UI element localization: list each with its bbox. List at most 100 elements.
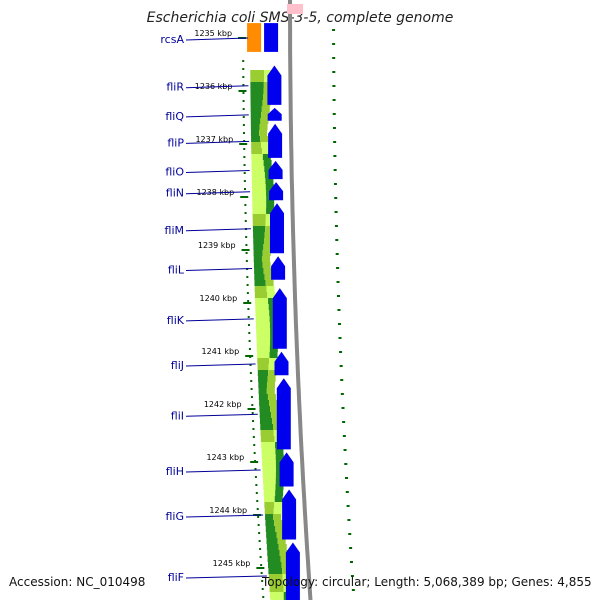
gene-leader-line [185, 514, 264, 518]
gc-segment [272, 418, 281, 424]
inner-dot [244, 220, 247, 222]
gc-segment [253, 262, 263, 268]
gc-segment [269, 580, 284, 586]
inner-dot [256, 508, 259, 510]
gc-segment [250, 112, 262, 118]
gc-segment [259, 412, 272, 418]
gc-segment [259, 418, 273, 424]
inner-dot [256, 500, 259, 502]
inner-dot [244, 188, 247, 190]
gene-label-fliJ: fliJ [171, 359, 184, 372]
inner-dot [260, 564, 263, 566]
gc-segment [251, 136, 261, 142]
feature-marker [287, 4, 303, 14]
gene-rcsA-box [247, 23, 262, 52]
gc-segment [259, 130, 268, 136]
gc-segment [278, 544, 287, 550]
gc-segment [266, 208, 275, 214]
gc-segment [255, 304, 269, 310]
gc-segment [268, 370, 277, 376]
gc-segment [250, 130, 260, 136]
gc-segment [275, 484, 284, 490]
gc-segment [251, 172, 265, 178]
gc-segment [264, 232, 273, 238]
inner-dot [242, 84, 245, 86]
gc-segment [261, 256, 270, 262]
gene-leader-line [185, 191, 251, 195]
inner-dot [255, 484, 258, 486]
gc-segment [277, 538, 286, 544]
gc-segment [261, 106, 270, 112]
inner-dot [242, 60, 245, 62]
inner-dot [246, 292, 249, 294]
gene-label-fliN: fliN [166, 187, 184, 200]
gene-leader-line [185, 413, 258, 417]
gc-segment [276, 532, 285, 538]
gc-segment [265, 520, 275, 526]
tick-label: 1239 kbp [198, 241, 236, 250]
inner-dot [242, 116, 245, 118]
inner-dot [254, 476, 257, 478]
backbone-track [287, 0, 313, 600]
gc-segment [252, 226, 266, 232]
gc-segment [281, 562, 290, 568]
gc-segment [269, 358, 278, 364]
gc-segment [269, 352, 278, 358]
gene-leader-line [185, 228, 251, 232]
gc-segment [261, 448, 276, 454]
gc-segment [251, 142, 262, 148]
gc-segment [273, 514, 282, 520]
inner-dot [257, 516, 260, 518]
tick-label: 1235 kbp [194, 29, 232, 38]
gc-segment [260, 436, 275, 442]
gc-segment [263, 244, 272, 250]
gene-fliH-arrow [279, 452, 294, 487]
inner-dot [262, 596, 265, 598]
inner-dot [255, 492, 258, 494]
tick-label: 1242 kbp [204, 400, 242, 409]
map-title: Escherichia coli SMS-3-5, complete genom… [146, 10, 454, 26]
gc-segment [268, 298, 277, 304]
tick-label: 1240 kbp [200, 294, 238, 303]
gc-segment [270, 406, 279, 412]
gc-segment [251, 154, 263, 160]
inner-dot [250, 396, 253, 398]
gene-fliF-arrow [285, 542, 300, 600]
gc-segment [251, 148, 262, 154]
gc-segment [262, 460, 276, 466]
inner-dot [243, 172, 246, 174]
gc-segment [251, 184, 266, 190]
gc-segment [268, 574, 283, 580]
gc-segment [269, 346, 278, 352]
inner-dot [244, 212, 247, 214]
tick-label: 1245 kbp [213, 559, 251, 568]
inner-dot [242, 124, 245, 126]
gc-segment [252, 208, 267, 214]
gc-segment [257, 352, 270, 358]
gc-segment [275, 490, 284, 496]
gc-segment [258, 394, 268, 400]
gc-segment [257, 358, 270, 364]
gc-segment [256, 328, 271, 334]
gc-segment [262, 154, 271, 160]
gc-segment [264, 508, 274, 514]
inner-dot [247, 324, 250, 326]
gc-segment [279, 550, 288, 556]
gene-label-fliL: fliL [168, 264, 185, 277]
gc-segment [269, 586, 284, 592]
inner-dot [244, 204, 247, 206]
gc-segment [264, 502, 275, 508]
gene-label-fliF: fliF [168, 571, 184, 584]
gc-segment [255, 322, 270, 328]
gc-segment [273, 508, 282, 514]
inner-dot [253, 452, 256, 454]
inner-dot [260, 572, 263, 574]
inner-dot [252, 436, 255, 438]
gc-segment [280, 556, 289, 562]
gc-segment [267, 292, 276, 298]
gc-segment [257, 370, 269, 376]
gc-segment [250, 88, 264, 94]
gc-segment [254, 292, 268, 298]
gc-segment [275, 448, 284, 454]
